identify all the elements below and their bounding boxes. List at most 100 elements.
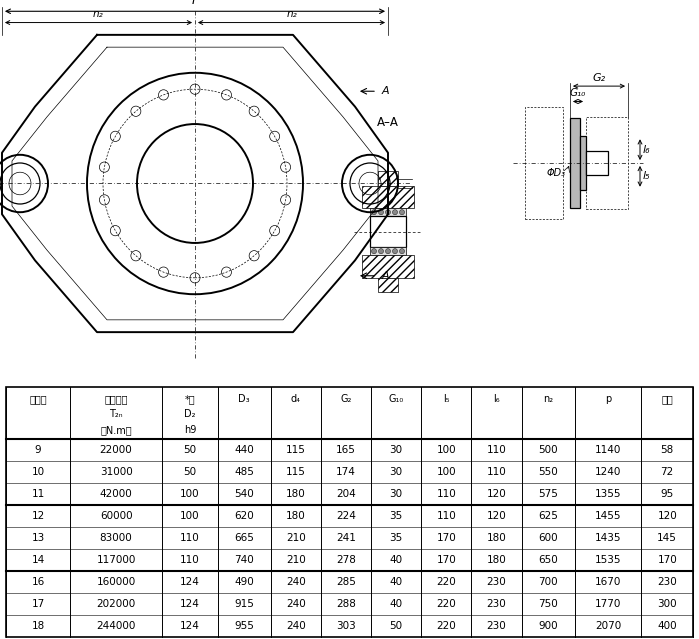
Text: 100: 100 xyxy=(180,511,200,521)
Circle shape xyxy=(371,210,377,215)
Text: 665: 665 xyxy=(234,533,254,543)
Text: 400: 400 xyxy=(657,621,677,631)
Text: 240: 240 xyxy=(286,621,305,631)
Text: 95: 95 xyxy=(661,489,674,499)
Text: 110: 110 xyxy=(436,489,456,499)
Text: G₂: G₂ xyxy=(593,73,605,83)
Bar xyxy=(378,278,398,292)
Text: 170: 170 xyxy=(436,555,456,565)
Circle shape xyxy=(393,210,398,215)
Text: 100: 100 xyxy=(437,445,456,456)
Text: 230: 230 xyxy=(487,621,506,631)
Text: 224: 224 xyxy=(336,511,356,521)
Text: 244000: 244000 xyxy=(96,621,136,631)
Text: 750: 750 xyxy=(538,599,558,609)
Text: G₁₀: G₁₀ xyxy=(389,394,404,404)
Text: 2070: 2070 xyxy=(595,621,621,631)
Text: 1355: 1355 xyxy=(595,489,621,499)
Text: 12: 12 xyxy=(31,511,45,521)
Text: 600: 600 xyxy=(538,533,558,543)
Text: 120: 120 xyxy=(487,511,506,521)
Text: 220: 220 xyxy=(436,599,456,609)
Text: 1535: 1535 xyxy=(595,555,621,565)
Text: n₂: n₂ xyxy=(93,10,103,19)
Text: 115: 115 xyxy=(286,445,305,456)
Text: d₄: d₄ xyxy=(291,394,301,404)
Text: P: P xyxy=(192,0,199,7)
Circle shape xyxy=(400,210,405,215)
Text: 117000: 117000 xyxy=(96,555,136,565)
Text: 204: 204 xyxy=(336,489,356,499)
Text: 120: 120 xyxy=(487,489,506,499)
Text: n₂: n₂ xyxy=(287,10,297,19)
Text: 18: 18 xyxy=(31,621,45,631)
Bar xyxy=(570,118,580,208)
Text: 575: 575 xyxy=(538,489,558,499)
Text: 440: 440 xyxy=(234,445,254,456)
Circle shape xyxy=(371,249,377,254)
Text: 16: 16 xyxy=(31,577,45,587)
Text: 620: 620 xyxy=(234,511,254,521)
Text: 210: 210 xyxy=(286,555,305,565)
Text: 14: 14 xyxy=(31,555,45,565)
Text: 110: 110 xyxy=(436,511,456,521)
Text: 120: 120 xyxy=(657,511,677,521)
Circle shape xyxy=(386,210,391,215)
Text: 50: 50 xyxy=(183,445,196,456)
Text: *）: *） xyxy=(185,394,195,404)
Circle shape xyxy=(378,249,384,254)
Text: 83000: 83000 xyxy=(100,533,133,543)
Text: 490: 490 xyxy=(234,577,254,587)
Text: 72: 72 xyxy=(661,467,674,477)
Text: 915: 915 xyxy=(234,599,254,609)
Text: 100: 100 xyxy=(437,467,456,477)
Text: 35: 35 xyxy=(389,533,403,543)
Text: 1435: 1435 xyxy=(595,533,621,543)
Text: 17: 17 xyxy=(31,599,45,609)
Text: h9: h9 xyxy=(184,425,196,435)
Text: 240: 240 xyxy=(286,599,305,609)
Text: 40: 40 xyxy=(389,555,403,565)
Text: 230: 230 xyxy=(657,577,677,587)
Text: 124: 124 xyxy=(180,577,200,587)
Text: 110: 110 xyxy=(487,467,506,477)
Bar xyxy=(362,255,414,278)
Text: A–A: A–A xyxy=(377,116,399,129)
Text: 202000: 202000 xyxy=(96,599,136,609)
Text: 165: 165 xyxy=(336,445,356,456)
Bar xyxy=(370,247,406,255)
Text: 30: 30 xyxy=(389,489,403,499)
Text: 9: 9 xyxy=(35,445,41,456)
Text: l₅: l₅ xyxy=(643,171,651,181)
Text: 110: 110 xyxy=(180,555,200,565)
Text: 115: 115 xyxy=(286,467,305,477)
Text: 22000: 22000 xyxy=(100,445,133,456)
Text: l₆: l₆ xyxy=(643,144,651,155)
Bar xyxy=(378,171,398,185)
Text: 220: 220 xyxy=(436,621,456,631)
Text: 278: 278 xyxy=(336,555,356,565)
Text: A: A xyxy=(382,271,389,281)
Bar xyxy=(370,217,406,247)
Text: 100: 100 xyxy=(180,489,200,499)
Bar xyxy=(370,208,406,217)
Text: T₂ₙ: T₂ₙ xyxy=(109,410,123,419)
Text: 210: 210 xyxy=(286,533,305,543)
Text: 500: 500 xyxy=(538,445,558,456)
Text: G₁₀: G₁₀ xyxy=(570,88,586,98)
Circle shape xyxy=(378,210,384,215)
Text: 288: 288 xyxy=(336,599,356,609)
Text: 180: 180 xyxy=(286,511,305,521)
Text: 485: 485 xyxy=(234,467,254,477)
Text: 170: 170 xyxy=(657,555,677,565)
Text: 170: 170 xyxy=(436,533,456,543)
Text: D₃: D₃ xyxy=(238,394,250,404)
Text: p: p xyxy=(605,394,611,404)
Text: 300: 300 xyxy=(657,599,677,609)
Text: 220: 220 xyxy=(436,577,456,587)
Text: 180: 180 xyxy=(487,555,506,565)
Text: 40: 40 xyxy=(389,577,403,587)
Text: 机座号: 机座号 xyxy=(29,394,47,404)
Text: ΦD₃: ΦD₃ xyxy=(547,168,566,178)
Text: （N.m）: （N.m） xyxy=(100,425,132,435)
